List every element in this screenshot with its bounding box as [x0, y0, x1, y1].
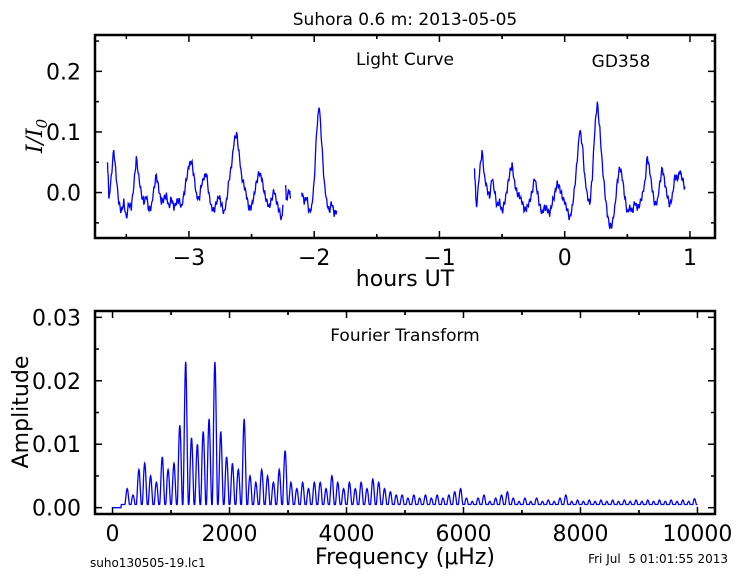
light-curve-x-tick-label: 0 [558, 246, 572, 271]
light-curve-frame [93, 33, 717, 240]
light-curve-ticks: −3 −2 −1 0 1 0.0 0.1 0.2 [46, 35, 715, 271]
light-curve-segment [473, 101, 686, 230]
footer-filename: suho130505-19.lc1 [90, 556, 206, 570]
light-curve-segment [106, 131, 284, 221]
figure-title: Suhora 0.6 m: 2013-05-05 [293, 10, 517, 30]
light-curve-segment [301, 107, 338, 217]
light-curve-x-axis-label: hours UT [356, 267, 455, 292]
fourier-annotation: Fourier Transform [330, 326, 479, 346]
fourier-y-tick-label: 0.00 [32, 497, 81, 522]
fourier-x-axis-label: Frequency (μHz) [315, 545, 495, 570]
footer-timestamp: Fri Jul 5 01:01:55 2013 [588, 552, 728, 566]
fourier-x-tick-label: 6000 [435, 522, 491, 547]
star-name-annotation: GD358 [592, 52, 651, 72]
light-curve-x-tick-label: −1 [423, 246, 455, 271]
light-curve-y-tick-label: 0.2 [46, 60, 81, 85]
fourier-y-tick-label: 0.01 [32, 433, 81, 458]
light-curve-y-tick-label: 0.1 [46, 121, 81, 146]
fourier-spectrum-line [112, 361, 698, 509]
fourier-y-axis-label: Amplitude [9, 356, 34, 469]
fourier-ticks: 0 2000 4000 6000 8000 10000 0.00 0.01 0.02 0.03 [32, 306, 732, 547]
light-curve-panel: Suhora 0.6 m: 2013-05-05 −3 −2 −1 0 1 0.0 0.1 0… [23, 10, 717, 292]
light-curve-data [106, 101, 686, 230]
fourier-x-tick-label: 8000 [552, 522, 608, 547]
fourier-x-tick-label: 0 [106, 522, 120, 547]
light-curve-annotation: Light Curve [356, 50, 454, 70]
light-curve-y-axis-label: I/I0 [23, 118, 51, 154]
fourier-x-tick-label: 10000 [662, 522, 732, 547]
light-curve-x-tick-label: −2 [298, 246, 330, 271]
light-curve-x-tick-label: −3 [173, 246, 205, 271]
light-curve-segment [284, 185, 292, 202]
light-curve-x-tick-label: 1 [683, 246, 697, 271]
fourier-x-tick-label: 2000 [202, 522, 258, 547]
fourier-data [112, 361, 698, 509]
fourier-y-tick-label: 0.02 [32, 370, 81, 395]
fourier-x-tick-label: 4000 [319, 522, 375, 547]
fourier-panel: 0 2000 4000 6000 8000 10000 0.00 0.01 0.02 0.03 F… [9, 306, 732, 570]
fourier-y-tick-label: 0.03 [32, 306, 81, 331]
light-curve-y-tick-label: 0.0 [46, 182, 81, 207]
